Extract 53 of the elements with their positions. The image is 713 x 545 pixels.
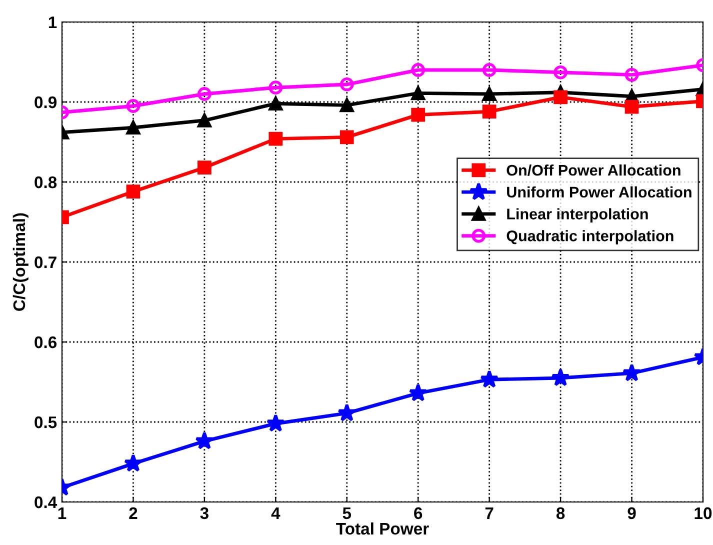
point	[268, 96, 283, 111]
point	[480, 370, 499, 388]
x-tick-label: 4	[271, 507, 280, 519]
point	[482, 104, 496, 119]
point	[340, 98, 354, 112]
point	[482, 63, 496, 77]
point	[624, 100, 639, 114]
point	[126, 184, 140, 199]
legend-label: Linear interpolation	[507, 208, 648, 222]
x-tick-label: 10	[694, 507, 712, 520]
point	[340, 130, 354, 144]
point	[338, 403, 356, 422]
y-tick-label: 0.6	[34, 336, 57, 348]
x-tick-label: 3	[200, 507, 208, 520]
point	[551, 368, 570, 386]
y-tick-label: 1	[48, 16, 57, 28]
y-tick-label: 0.5	[34, 416, 57, 428]
x-tick-label: 6	[414, 507, 422, 520]
x-axis-title: Total Power	[336, 522, 429, 535]
x-tick-label: 9	[628, 507, 636, 520]
y-tick-label: 0.4	[34, 496, 58, 508]
y-tick-label: 0.7	[34, 256, 56, 268]
point	[624, 68, 639, 82]
point	[622, 363, 642, 382]
point	[554, 90, 568, 104]
point	[482, 87, 496, 101]
point	[554, 65, 568, 80]
point	[124, 454, 143, 472]
point	[408, 383, 428, 402]
point	[411, 86, 426, 100]
y-tick-label: 0.8	[34, 176, 57, 188]
point	[198, 87, 212, 101]
point	[411, 63, 426, 77]
point	[268, 132, 283, 146]
legend-label: On/Off Power Allocation	[506, 164, 680, 176]
point	[198, 113, 212, 128]
point	[126, 99, 140, 113]
point	[268, 80, 283, 95]
x-tick-label: 1	[58, 507, 66, 519]
legend-label: Uniform Power Allocation	[507, 186, 692, 198]
point	[411, 108, 426, 122]
point	[266, 414, 285, 432]
y-axis-title: C/C(optimal)	[12, 213, 28, 311]
point	[195, 431, 214, 450]
point	[340, 77, 354, 92]
x-tick-label: 7	[485, 507, 494, 519]
legend-label: Quadratic interpolation	[506, 230, 674, 244]
y-tick-label: 0.9	[34, 96, 57, 108]
x-tick-label: 2	[129, 507, 138, 519]
x-tick-label: 8	[556, 507, 565, 520]
point	[126, 120, 140, 135]
x-tick-label: 5	[342, 507, 352, 520]
point	[198, 160, 212, 175]
